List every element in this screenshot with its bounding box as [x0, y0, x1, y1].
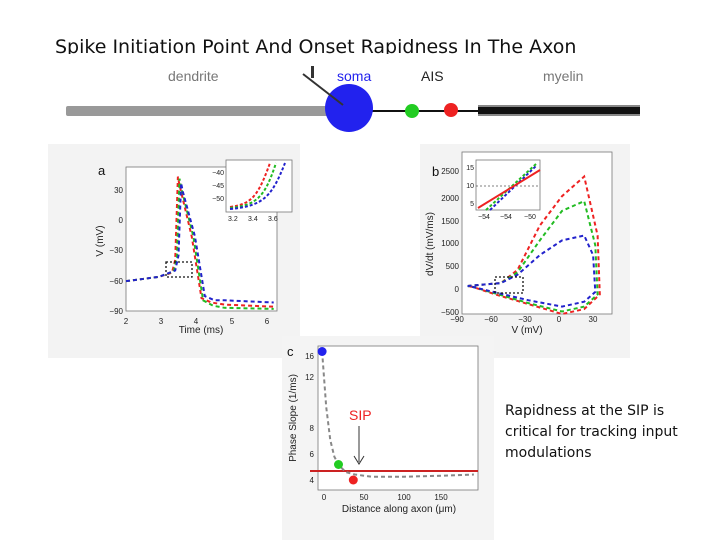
panel-b-ytick: 0 [455, 285, 460, 294]
panel-b-series [467, 174, 601, 316]
panel-b-inset-xtick: −54 [500, 214, 512, 221]
marker-ais-start [334, 460, 343, 469]
panel-a-inset-blue-line [229, 162, 286, 210]
panel-a-ylabel: V (mV) [95, 225, 106, 256]
panel-a: a 2 3 4 5 6 30 0 −30 −60 −90 Time (ms) V… [95, 159, 293, 336]
electrode-icon [302, 73, 344, 106]
panel-a-series [125, 176, 274, 310]
panel-a-inset-ytick: −40 [212, 170, 224, 177]
panel-c: c 0 50 100 150 16 12 8 6 4 Distance alon… [287, 344, 479, 515]
panel-a-ytick: −60 [109, 277, 123, 286]
panel-b-inset-blue-line [489, 165, 537, 211]
panel-c-ytick: 16 [305, 352, 314, 361]
panel-b-inset-green-line [485, 163, 537, 211]
panel-b-ytick: 500 [446, 262, 460, 271]
panel-b-ytick: 1500 [441, 217, 459, 226]
panel-b: b −90 −60 −30 0 30 2500 2000 1500 1000 5… [425, 151, 613, 336]
panel-a-xtick: 6 [265, 317, 270, 326]
panel-a-ytick: 0 [119, 216, 124, 225]
panel-a-inset [225, 159, 293, 213]
panel-b-zoom-box [494, 276, 524, 294]
panel-a-xtick: 3 [159, 317, 164, 326]
panel-c-sip-arrowhead [353, 455, 365, 465]
panel-b-xtick: 30 [589, 315, 598, 324]
soma-label: soma [337, 68, 371, 84]
panel-b-ytick: −500 [441, 308, 460, 317]
panel-b-ytick: 2000 [441, 194, 459, 203]
series-line-blue [125, 182, 274, 304]
panel-c-ytick: 12 [305, 373, 314, 382]
panel-b-xtick: −60 [484, 315, 498, 324]
panel-c-letter: c [287, 344, 294, 359]
panel-b-xtick: −90 [450, 315, 464, 324]
panel-a-ytick: −30 [109, 246, 123, 255]
ais-label: AIS [421, 68, 444, 84]
series-line-phase-slope [321, 351, 474, 478]
panel-b-ytick: 1000 [441, 239, 459, 248]
series-line-green [467, 199, 599, 313]
marker-soma [317, 347, 327, 356]
slide-title: Spike Initiation Point And Onset Rapidne… [55, 36, 577, 58]
panel-b-inset-xtick: −50 [524, 214, 536, 221]
panel-a-inset-red-line [229, 162, 271, 208]
panel-c-xtick: 50 [360, 493, 369, 502]
panel-b-inset-red-line [477, 169, 541, 209]
panel-c-ytick: 6 [310, 450, 315, 459]
panel-c-ylabel: Phase Slope (1/ms) [288, 374, 299, 462]
panel-c-xtick: 100 [397, 493, 411, 502]
myelin-label: myelin [543, 68, 583, 84]
panel-c-series [317, 347, 474, 485]
panel-c-xtick: 0 [322, 493, 327, 502]
ais-start-dot [405, 104, 419, 118]
panel-a-zoom-box [165, 261, 193, 278]
panel-b-inset-ytick: 15 [466, 165, 474, 172]
neuron-schematic: dendrite soma AIS myelin [66, 66, 640, 132]
soma-circle [325, 84, 373, 132]
marker-sip [348, 475, 358, 485]
dendrite-bar [66, 106, 328, 116]
panel-a-inset-ytick: −50 [212, 196, 224, 203]
panel-b-xtick: 0 [557, 315, 562, 324]
panel-b-xtick: −30 [518, 315, 532, 324]
panel-a-inset-xtick: 3.2 [228, 216, 238, 223]
electrode-holder [311, 66, 314, 78]
panel-b-xlabel: V (mV) [511, 325, 542, 336]
panel-b-letter: b [432, 164, 439, 179]
panel-a-ticks: 2 3 4 5 6 30 0 −30 −60 −90 [109, 186, 269, 326]
panel-a-inset-xtick: 3.4 [248, 216, 258, 223]
panel-a-inset-xtick: 3.6 [268, 216, 278, 223]
panel-b-ylabel: dV/dt (mV/ms) [425, 212, 436, 276]
panel-b-inset-ytick: 5 [470, 201, 474, 208]
panel-a-letter: a [98, 163, 106, 178]
panel-a-xlabel: Time (ms) [179, 325, 224, 336]
ais-end-dot [444, 103, 458, 117]
panel-a-xtick: 5 [230, 317, 235, 326]
series-line-blue [467, 234, 597, 308]
dendrite-label: dendrite [168, 68, 219, 84]
panel-a-inset-green-line [229, 162, 277, 209]
panel-a-xtick: 2 [124, 317, 129, 326]
slide-caption: Rapidness at the SIP is critical for tra… [505, 403, 678, 461]
panel-c-ytick: 4 [310, 476, 315, 485]
panel-b-inset-xtick: −54 [478, 214, 490, 221]
panel-c-axes [317, 345, 479, 491]
panel-b-ytick: 2500 [441, 167, 459, 176]
panel-c-sip-label: SIP [349, 407, 372, 423]
panel-c-xtick: 150 [434, 493, 448, 502]
panel-c-xlabel: Distance along axon (μm) [342, 504, 456, 515]
panel-c-ytick: 8 [310, 424, 315, 433]
panel-b-inset-ytick: 10 [466, 183, 474, 190]
panel-a-ytick: 30 [114, 186, 123, 195]
panel-a-ytick: −90 [109, 307, 123, 316]
myelin-bar [478, 107, 640, 114]
panel-a-inset-ytick: −45 [212, 183, 224, 190]
panel-a-xtick: 4 [194, 317, 199, 326]
